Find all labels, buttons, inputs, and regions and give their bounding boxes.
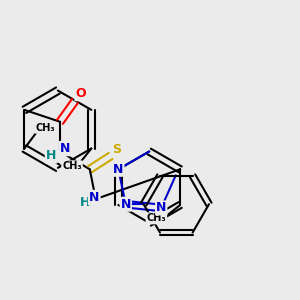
Text: N: N	[89, 191, 99, 204]
Text: CH₃: CH₃	[146, 213, 166, 224]
Text: S: S	[112, 143, 121, 157]
Text: H: H	[80, 196, 91, 208]
Text: O: O	[76, 87, 86, 100]
Text: CH₃: CH₃	[62, 161, 82, 171]
Text: N: N	[60, 142, 70, 155]
Text: N: N	[156, 201, 166, 214]
Text: H: H	[46, 149, 56, 162]
Text: N: N	[121, 198, 131, 211]
Text: CH₃: CH₃	[35, 123, 55, 133]
Text: N: N	[113, 163, 124, 176]
